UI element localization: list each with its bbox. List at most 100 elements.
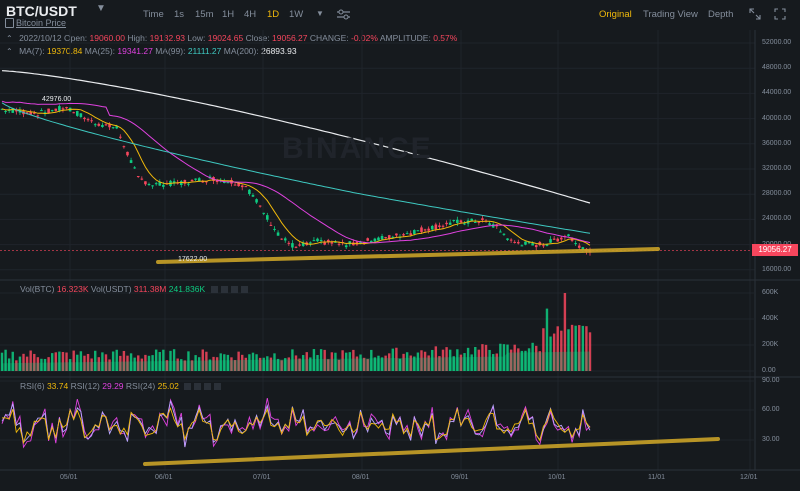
candle-body <box>86 119 90 121</box>
volume-bar <box>370 349 373 371</box>
candle-body <box>567 234 570 236</box>
candle-body <box>513 241 517 243</box>
volume-bar <box>115 349 118 371</box>
fullscreen-icon[interactable] <box>774 8 786 20</box>
candle-body <box>32 112 36 114</box>
volume-bar <box>223 354 226 371</box>
volume-bar <box>488 349 491 371</box>
interval-4h[interactable]: 4H <box>244 9 257 20</box>
candle-body <box>459 220 463 223</box>
candle-body <box>18 109 22 113</box>
volume-bar <box>180 359 183 371</box>
symbol-title[interactable]: BTC/USDT <box>6 3 77 19</box>
settings-icon[interactable] <box>210 286 218 293</box>
volume-bar <box>316 355 319 371</box>
volume-bar <box>355 356 359 371</box>
volume-bar <box>527 348 531 371</box>
volume-bar <box>258 357 262 371</box>
interval-time[interactable]: Time <box>143 9 164 20</box>
candle-body <box>395 233 398 236</box>
volume-bar <box>441 349 445 371</box>
candle-body <box>423 229 427 231</box>
volume-bar <box>384 355 387 371</box>
open-label: Open: <box>64 33 88 43</box>
candle-body <box>484 220 488 222</box>
time-tick: 06/01 <box>155 474 173 481</box>
volume-bar <box>122 350 126 371</box>
interval-1s[interactable]: 1s <box>174 9 185 20</box>
volume-bar <box>241 354 244 371</box>
candle-body <box>43 112 47 115</box>
volume-bar <box>83 355 86 371</box>
chevron-down-icon[interactable]: ▼ <box>96 3 106 14</box>
rsi12-line <box>1 398 591 449</box>
candle-body <box>262 212 266 214</box>
candle-body <box>456 219 459 223</box>
volume-bar <box>108 359 111 371</box>
candle-body <box>499 231 502 233</box>
volume-tick: 400K <box>762 315 779 322</box>
rsi-tick: 60.00 <box>762 406 780 413</box>
volume-bar <box>327 359 330 371</box>
candle-body <box>230 179 233 184</box>
rsi6-value: 33.74 <box>46 381 69 391</box>
candle-body <box>136 176 140 178</box>
volume-bar <box>187 351 190 371</box>
volume-bar <box>581 325 585 371</box>
candle-body <box>133 167 136 169</box>
close-icon[interactable] <box>230 286 238 293</box>
volume-bar <box>233 360 237 371</box>
interval-1h[interactable]: 1H <box>222 9 235 20</box>
interval-15m[interactable]: 15m <box>195 9 214 20</box>
view-depth[interactable]: Depth <box>708 9 734 20</box>
candle-body <box>466 220 470 224</box>
volume-bar <box>298 358 301 371</box>
candle-body <box>323 242 326 245</box>
volume-bar <box>309 357 312 371</box>
expand-icon[interactable] <box>749 8 761 20</box>
view-original[interactable]: Original <box>599 9 632 20</box>
volume-bar <box>463 353 466 371</box>
candle-body <box>294 246 298 248</box>
rsi-settings-icon[interactable] <box>184 383 192 390</box>
amplitude-value: 0.57% <box>433 33 458 43</box>
hide-icon[interactable] <box>220 286 228 293</box>
volume-bar <box>18 356 22 371</box>
rsi-trendline <box>143 437 720 466</box>
candle-body <box>90 120 93 122</box>
candle-body <box>542 245 545 247</box>
candle-body <box>61 108 65 110</box>
volume-bar <box>520 350 524 371</box>
candle-body <box>255 199 258 203</box>
candle-body <box>169 180 172 186</box>
volume-tick: 0.00 <box>762 367 776 374</box>
rsi-more-icon[interactable] <box>214 383 222 390</box>
interval-1w[interactable]: 1W <box>289 9 304 20</box>
candle-body <box>470 218 473 221</box>
candle-body <box>111 127 115 129</box>
indicator-settings-icon[interactable] <box>337 9 350 20</box>
price-tick: 36000.00 <box>762 139 792 147</box>
candle-body <box>577 245 581 248</box>
subtitle-link[interactable]: Bitcoin Price <box>16 18 67 28</box>
candle-body <box>22 110 25 115</box>
collapse-icon[interactable]: ⌃ <box>6 34 13 43</box>
interval-1d[interactable]: 1D <box>267 9 280 20</box>
candle-body <box>276 232 280 236</box>
rsi-hide-icon[interactable] <box>194 383 202 390</box>
more-intervals-icon[interactable]: ▼ <box>316 9 324 18</box>
rsi-close-icon[interactable] <box>204 383 212 390</box>
ma7-label: MA(7): <box>19 46 45 56</box>
volume-bar <box>434 346 438 371</box>
candle-body <box>387 235 391 239</box>
price-tick: 48000.00 <box>762 64 792 72</box>
view-trading-view[interactable]: Trading View <box>643 9 698 20</box>
ma-collapse-icon[interactable]: ⌃ <box>6 47 13 56</box>
candle-body <box>68 107 72 112</box>
candle-body <box>29 111 32 115</box>
close-value: 19056.27 <box>272 33 308 43</box>
more-icon[interactable] <box>240 286 248 293</box>
rsi6-line <box>1 400 591 448</box>
volume-bar <box>162 349 165 371</box>
